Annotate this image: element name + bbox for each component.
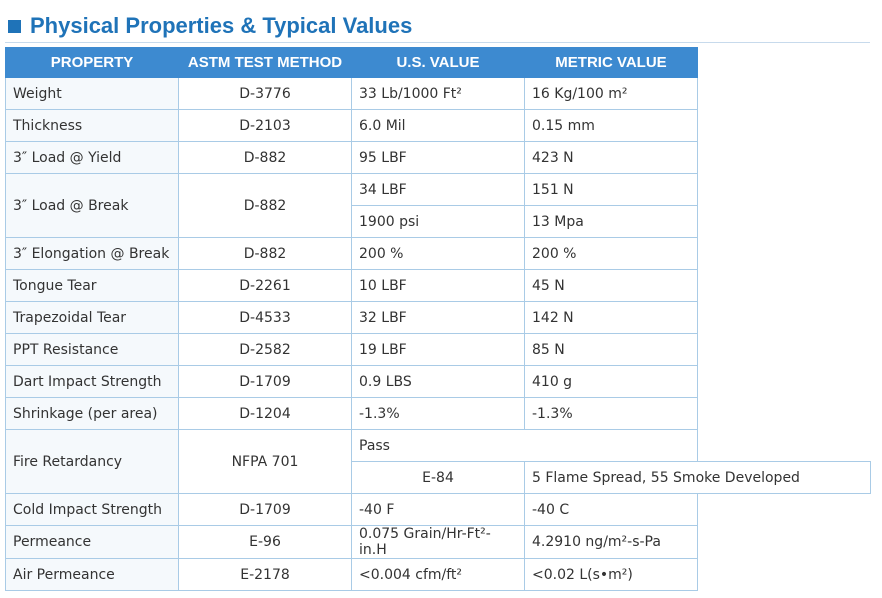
table-cell: Weight (5, 77, 179, 110)
table-cell: D-2261 (178, 269, 352, 302)
table-cell: PPT Resistance (5, 333, 179, 366)
table-cell: 151 N (524, 173, 698, 206)
table-cell: 3″ Load @ Break (5, 173, 179, 238)
table-cell: D-2103 (178, 109, 352, 142)
table-cell: D-882 (178, 237, 352, 270)
table-cell: 6.0 Mil (351, 109, 525, 142)
table-cell: 34 LBF (351, 173, 525, 206)
table-cell: Cold Impact Strength (5, 493, 179, 526)
table-row: 3″ Load @ Yield D-882 95 LBF 423 N (5, 141, 871, 174)
table-cell: D-4533 (178, 301, 352, 334)
table-row: Weight D-3776 33 Lb/1000 Ft² 16 Kg/100 m² (5, 77, 871, 110)
table-cell: 16 Kg/100 m² (524, 77, 698, 110)
table-cell: D-3776 (178, 77, 352, 110)
table-cell: -1.3% (524, 397, 698, 430)
table-cell: <0.02 L(s•m²) (524, 558, 698, 591)
table-cell: 33 Lb/1000 Ft² (351, 77, 525, 110)
table-cell: Air Permeance (5, 558, 179, 591)
table-cell: 19 LBF (351, 333, 525, 366)
table-row: E-84 5 Flame Spread, 55 Smoke Developed (6, 461, 871, 494)
column-header: PROPERTY (5, 47, 179, 78)
table-cell: 5 Flame Spread, 55 Smoke Developed (524, 461, 871, 494)
column-header: U.S. VALUE (351, 47, 525, 78)
table-cell: 423 N (524, 141, 698, 174)
table-cell: E-2178 (178, 558, 352, 591)
table-cell: 200 % (351, 237, 525, 270)
table-cell: 3″ Elongation @ Break (5, 237, 179, 270)
table-row: Thickness D-2103 6.0 Mil 0.15 mm (5, 109, 871, 142)
table-cell: D-1709 (178, 365, 352, 398)
table-cell: 0.9 LBS (351, 365, 525, 398)
table-cell: 410 g (524, 365, 698, 398)
table-cell: Permeance (5, 525, 179, 559)
table-cell: 85 N (524, 333, 698, 366)
table-cell: -40 C (524, 493, 698, 526)
table-cell: Thickness (5, 109, 179, 142)
table-row: Tongue Tear D-2261 10 LBF 45 N (5, 269, 871, 302)
table-cell: 13 Mpa (524, 205, 698, 238)
table-cell: Trapezoidal Tear (5, 301, 179, 334)
table-cell: 4.2910 ng/m²-s-Pa (524, 525, 698, 559)
table-cell: 45 N (524, 269, 698, 302)
table-cell: D-2582 (178, 333, 352, 366)
table-cell: 200 % (524, 237, 698, 270)
table-row: 3″ Elongation @ Break D-882 200 % 200 % (5, 237, 871, 270)
table-row: Air Permeance E-2178 <0.004 cfm/ft² <0.02 L… (5, 558, 871, 591)
table-cell: Shrinkage (per area) (5, 397, 179, 430)
table-cell: D-882 (178, 173, 352, 238)
table-cell: Tongue Tear (5, 269, 179, 302)
table-cell: D-1204 (178, 397, 352, 430)
table-row: Shrinkage (per area) D-1204 -1.3% -1.3% (5, 397, 871, 430)
title-icon (8, 19, 21, 33)
table-row: Trapezoidal Tear D-4533 32 LBF 142 N (5, 301, 871, 334)
table-cell: Fire Retardancy (5, 429, 179, 494)
table-cell: D-882 (178, 141, 352, 174)
table-row: 1900 psi 13 Mpa (6, 205, 871, 238)
table-cell: Pass (351, 429, 698, 462)
table-row: 3″ Load @ Break D-882 34 LBF 151 N (5, 173, 871, 238)
column-header: METRIC VALUE (524, 47, 698, 78)
table-cell: D-1709 (178, 493, 352, 526)
table-row: PPT Resistance D-2582 19 LBF 85 N (5, 333, 871, 366)
table-row: Permeance E-96 0.075 Grain/Hr-Ft²-in.H 4.29… (5, 525, 871, 559)
table-row: Fire Retardancy NFPA 701 Pass (5, 429, 871, 494)
table-cell: 10 LBF (351, 269, 525, 302)
column-header: ASTM TEST METHOD (178, 47, 352, 78)
table-cell: 0.075 Grain/Hr-Ft²-in.H (351, 525, 525, 559)
table-cell: E-84 (351, 461, 525, 494)
table-cell: E-96 (178, 525, 352, 559)
table-cell: 32 LBF (351, 301, 525, 334)
table-cell: -40 F (351, 493, 525, 526)
table-cell: 0.15 mm (524, 109, 698, 142)
table-cell: <0.004 cfm/ft² (351, 558, 525, 591)
table-cell: Dart Impact Strength (5, 365, 179, 398)
table-row: Cold Impact Strength D-1709 -40 F -40 C (5, 493, 871, 526)
table-cell: -1.3% (351, 397, 525, 430)
divider (5, 42, 870, 43)
table-row: Dart Impact Strength D-1709 0.9 LBS 410 g (5, 365, 871, 398)
header-row: PROPERTY ASTM TEST METHOD U.S. VALUE METRIC… (5, 47, 871, 78)
table-cell: 142 N (524, 301, 698, 334)
title-text: Physical Properties & Typical Values (30, 13, 413, 38)
table-cell: 1900 psi (351, 205, 525, 238)
title: Physical Properties & Typical Values (8, 12, 412, 40)
table-cell: 3″ Load @ Yield (5, 141, 179, 174)
table-cell: NFPA 701 (178, 429, 352, 494)
table-cell: 95 LBF (351, 141, 525, 174)
properties-table: PROPERTY ASTM TEST METHOD U.S. VALUE METRIC… (5, 47, 871, 591)
